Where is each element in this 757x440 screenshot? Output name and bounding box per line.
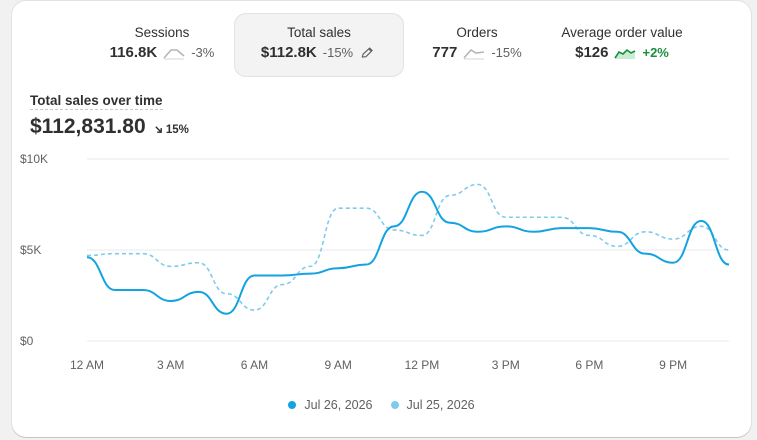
x-tick-label: 3 AM [157, 358, 184, 372]
sparkline-icon [463, 48, 485, 59]
metric-change: -15% [491, 45, 522, 60]
x-tick-label: 3 PM [492, 358, 520, 372]
legend-dot [390, 401, 399, 409]
sparkline-up-icon [614, 48, 636, 59]
y-tick-label: $5K [20, 243, 41, 257]
metric-change: +2% [642, 45, 669, 60]
legend-dot [288, 401, 297, 409]
metric-change: -15% [322, 45, 354, 60]
chart-title[interactable]: Total sales over time [30, 93, 163, 110]
sales-card: Sessions 116.8K -3% Total sales $112.8K … [12, 1, 751, 437]
total-change-value: 15% [165, 124, 189, 136]
x-tick-label: 12 AM [70, 358, 104, 372]
metric-change: -3% [191, 45, 215, 60]
metric-value: $126 [575, 44, 609, 61]
arrow-down-right-icon [154, 126, 162, 133]
metric-sessions[interactable]: Sessions 116.8K -3% [82, 13, 242, 77]
chart-legend: Jul 26, 2026 Jul 25, 2026 [12, 398, 751, 412]
total-change: 15% [154, 124, 189, 136]
legend-item-current[interactable]: Jul 26, 2026 [288, 398, 373, 412]
x-tick-label: 9 AM [325, 358, 352, 372]
x-tick-label: 6 AM [241, 358, 268, 372]
metric-average-order-value[interactable]: Average order value $126 +2% [542, 13, 702, 77]
y-tick-label: $10K [20, 152, 48, 166]
x-tick-label: 9 PM [659, 358, 687, 372]
series-line [86, 190, 730, 315]
sparkline-icon [163, 48, 185, 59]
legend-item-previous[interactable]: Jul 25, 2026 [390, 398, 475, 412]
series-line [86, 183, 730, 311]
legend-label: Jul 26, 2026 [304, 398, 373, 412]
y-tick-label: $0 [20, 334, 34, 348]
metric-label: Sessions [134, 25, 190, 40]
total-amount-row: $112,831.80 15% [30, 115, 189, 139]
metric-label: Average order value [561, 25, 683, 40]
pencil-icon[interactable] [359, 46, 377, 60]
metric-value: $112.8K [260, 44, 317, 61]
x-tick-label: 6 PM [575, 358, 603, 372]
metric-label: Orders [456, 25, 498, 40]
metric-value: 777 [432, 44, 458, 61]
legend-label: Jul 25, 2026 [406, 398, 475, 412]
x-tick-label: 12 PM [405, 358, 440, 372]
metric-orders[interactable]: Orders 777 -15% [407, 13, 547, 77]
metric-label: Total sales [287, 25, 351, 40]
metric-total-sales[interactable]: Total sales $112.8K -15% [234, 13, 404, 77]
sales-line-chart: $0 $5K $10K 12 AM 3 AM 6 AM 9 AM 12 PM 3 PM 6 PM 9… [20, 152, 730, 372]
metric-value: 116.8K [109, 44, 158, 61]
total-amount: $112,831.80 [30, 115, 146, 138]
